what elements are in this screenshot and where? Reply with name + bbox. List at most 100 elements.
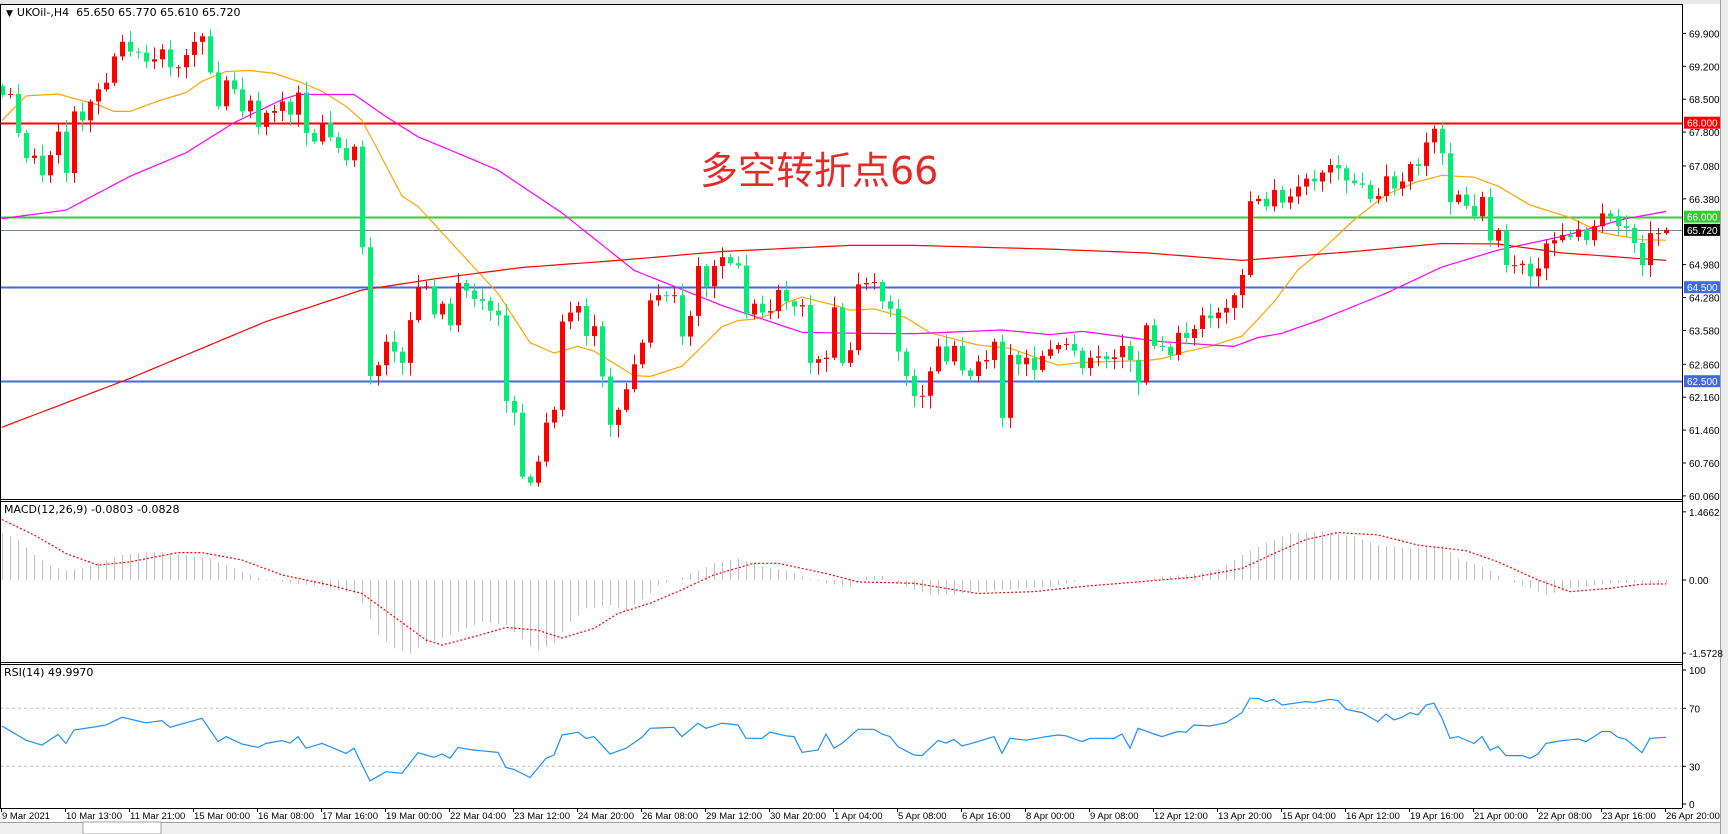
candle[interactable] — [632, 354, 637, 393]
candle[interactable] — [152, 47, 157, 70]
candle[interactable] — [1224, 298, 1229, 324]
candle[interactable] — [320, 114, 325, 145]
candle[interactable] — [1456, 190, 1461, 205]
candle[interactable] — [1584, 227, 1589, 246]
candle[interactable] — [1360, 172, 1365, 188]
candle[interactable] — [1280, 185, 1285, 209]
candle[interactable] — [1616, 209, 1621, 235]
candle[interactable] — [528, 474, 533, 486]
candle[interactable] — [600, 321, 605, 388]
candle[interactable] — [1240, 268, 1245, 308]
candle[interactable] — [456, 273, 461, 332]
candle[interactable] — [56, 123, 61, 164]
candle[interactable] — [768, 299, 773, 320]
candle[interactable] — [568, 301, 573, 330]
candle[interactable] — [192, 31, 197, 67]
candle[interactable] — [200, 32, 205, 55]
candle[interactable] — [112, 53, 117, 86]
candle[interactable] — [208, 29, 213, 75]
candle[interactable] — [1448, 142, 1453, 215]
candle[interactable] — [376, 361, 381, 386]
candle[interactable] — [512, 395, 517, 426]
candle[interactable] — [296, 85, 301, 127]
candle[interactable] — [1000, 334, 1005, 428]
candle[interactable] — [232, 72, 237, 95]
candle[interactable] — [272, 104, 277, 123]
candle[interactable] — [1168, 343, 1173, 360]
candle[interactable] — [888, 295, 893, 318]
candle[interactable] — [1664, 227, 1669, 236]
candle[interactable] — [960, 337, 965, 376]
candle[interactable] — [1160, 336, 1165, 351]
candle[interactable] — [1232, 292, 1237, 320]
candle[interactable] — [1608, 210, 1613, 224]
candle[interactable] — [1504, 224, 1509, 273]
candle[interactable] — [1080, 347, 1085, 375]
candle[interactable] — [288, 98, 293, 126]
candle[interactable] — [976, 355, 981, 383]
candle[interactable] — [1088, 350, 1093, 376]
candle[interactable] — [1512, 255, 1517, 274]
candle[interactable] — [616, 407, 621, 438]
candle[interactable] — [352, 144, 357, 167]
candle[interactable] — [1552, 232, 1557, 257]
candle[interactable] — [992, 338, 997, 369]
candle[interactable] — [104, 72, 109, 92]
candle[interactable] — [1472, 194, 1477, 221]
candle[interactable] — [872, 273, 877, 290]
candle[interactable] — [760, 295, 765, 319]
candle[interactable] — [1296, 174, 1301, 205]
candle[interactable] — [792, 298, 797, 316]
candle[interactable] — [144, 44, 149, 69]
candle[interactable] — [160, 44, 165, 68]
candle[interactable] — [1416, 157, 1421, 176]
candle[interactable] — [1496, 227, 1501, 248]
candle[interactable] — [968, 368, 973, 382]
candle[interactable] — [1096, 345, 1101, 367]
candle[interactable] — [1056, 342, 1061, 354]
candle[interactable] — [1328, 158, 1333, 184]
candle[interactable] — [664, 290, 669, 303]
candle[interactable] — [488, 296, 493, 321]
candle[interactable] — [88, 99, 93, 133]
candle[interactable] — [336, 132, 341, 154]
candle[interactable] — [624, 383, 629, 413]
candle[interactable] — [1248, 191, 1253, 278]
candle[interactable] — [504, 303, 509, 413]
candle[interactable] — [656, 284, 661, 307]
candle[interactable] — [392, 330, 397, 363]
candle[interactable] — [280, 91, 285, 122]
candle[interactable] — [1040, 350, 1045, 373]
candle[interactable] — [896, 298, 901, 361]
candle[interactable] — [920, 384, 925, 409]
candle[interactable] — [1064, 337, 1069, 350]
candle[interactable] — [472, 283, 477, 308]
candle[interactable] — [1144, 322, 1149, 385]
candle[interactable] — [1112, 349, 1117, 370]
candle[interactable] — [1432, 125, 1437, 154]
candle[interactable] — [1048, 340, 1053, 360]
candle[interactable] — [832, 296, 837, 361]
candle[interactable] — [1312, 169, 1317, 191]
candle[interactable] — [1384, 164, 1389, 202]
candle[interactable] — [536, 455, 541, 487]
candle[interactable] — [136, 47, 141, 59]
candle[interactable] — [1152, 319, 1157, 350]
candle[interactable] — [1528, 256, 1533, 287]
candle[interactable] — [1424, 132, 1429, 177]
candle[interactable] — [776, 284, 781, 319]
candle[interactable] — [96, 83, 101, 115]
candle[interactable] — [560, 314, 565, 417]
candle[interactable] — [1208, 303, 1213, 328]
candle[interactable] — [1176, 325, 1181, 361]
candle[interactable] — [1264, 191, 1269, 211]
candle[interactable] — [416, 274, 421, 323]
candle[interactable] — [904, 348, 909, 387]
candle[interactable] — [1136, 351, 1141, 396]
candle[interactable] — [1632, 223, 1637, 254]
candle[interactable] — [784, 281, 789, 310]
candle[interactable] — [128, 31, 133, 57]
candle[interactable] — [1200, 307, 1205, 338]
candle[interactable] — [120, 34, 125, 61]
candle[interactable] — [928, 367, 933, 409]
